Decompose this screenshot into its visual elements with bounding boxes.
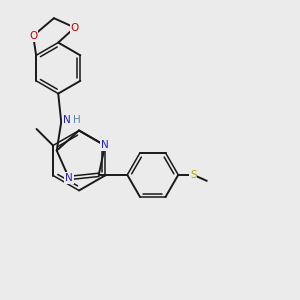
Text: O: O <box>29 31 37 41</box>
Text: H: H <box>73 115 81 125</box>
Text: O: O <box>70 22 79 33</box>
Text: N: N <box>65 173 73 183</box>
Text: N: N <box>101 140 109 151</box>
Text: N: N <box>63 115 70 125</box>
Text: S: S <box>190 170 196 180</box>
